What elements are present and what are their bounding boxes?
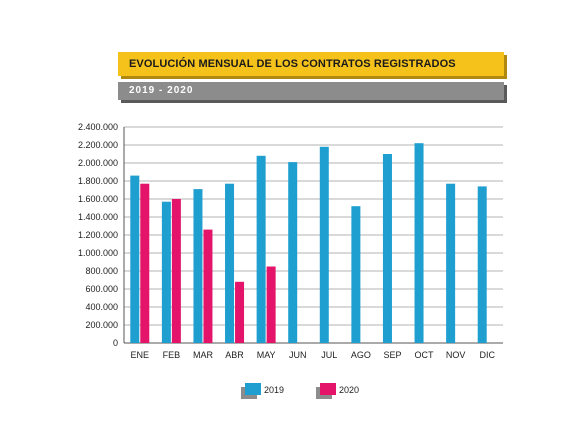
y-tick-label: 1.600.000: [78, 194, 118, 204]
x-tick-label: FEB: [163, 350, 181, 360]
legend-swatch-2019: [245, 383, 261, 395]
x-tick-label: AGO: [351, 350, 371, 360]
bar-2019-jun: [288, 162, 298, 343]
y-tick-label: 800.000: [85, 266, 118, 276]
x-tick-label: OCT: [415, 350, 435, 360]
bar-2019-abr: [225, 183, 235, 343]
y-tick-label: 2.400.000: [78, 122, 118, 132]
bar-2020-may: [266, 266, 276, 343]
bar-2020-mar: [203, 229, 213, 343]
chart-title: EVOLUCIÓN MENSUAL DE LOS CONTRATOS REGIS…: [129, 58, 456, 70]
bar-2019-ago: [351, 206, 361, 343]
x-tick-label: ENE: [131, 350, 150, 360]
bar-2020-feb: [171, 199, 181, 343]
x-tick-label: ABR: [225, 350, 244, 360]
y-tick-label: 2.000.000: [78, 158, 118, 168]
bar-2020-abr: [235, 281, 245, 343]
legend-swatch-2020: [320, 383, 336, 395]
chart-title-bar: EVOLUCIÓN MENSUAL DE LOS CONTRATOS REGIS…: [118, 52, 504, 76]
y-tick-label: 1.400.000: [78, 212, 118, 222]
y-tick-label: 600.000: [85, 284, 118, 294]
chart-subtitle-bar: 2019 - 2020: [118, 82, 504, 100]
x-tick-label: MAY: [257, 350, 276, 360]
y-tick-label: 200.000: [85, 320, 118, 330]
bar-2019-jul: [319, 146, 329, 343]
x-tick-label: DIC: [479, 350, 495, 360]
x-tick-label: JUN: [289, 350, 307, 360]
x-tick-label: JUL: [321, 350, 337, 360]
bar-2019-may: [256, 155, 266, 343]
y-tick-label: 400.000: [85, 302, 118, 312]
legend-label-2019: 2019: [264, 385, 284, 395]
y-tick-label: 0: [113, 338, 118, 348]
x-tick-label: MAR: [193, 350, 214, 360]
bar-2019-sep: [382, 154, 392, 343]
bar-2019-ene: [130, 175, 140, 343]
bar-2019-nov: [446, 183, 456, 343]
legend-label-2020: 2020: [339, 385, 359, 395]
y-tick-label: 1.000.000: [78, 248, 118, 258]
bar-2019-dic: [477, 186, 487, 343]
bar-2020-ene: [140, 183, 150, 343]
bar-2019-feb: [161, 201, 171, 343]
y-tick-label: 1.200.000: [78, 230, 118, 240]
x-tick-label: SEP: [383, 350, 401, 360]
y-tick-label: 2.200.000: [78, 140, 118, 150]
x-tick-label: NOV: [446, 350, 466, 360]
chart-subtitle: 2019 - 2020: [129, 85, 194, 96]
bar-2019-oct: [414, 143, 424, 343]
y-tick-label: 1.800.000: [78, 176, 118, 186]
bar-2019-mar: [193, 189, 203, 343]
